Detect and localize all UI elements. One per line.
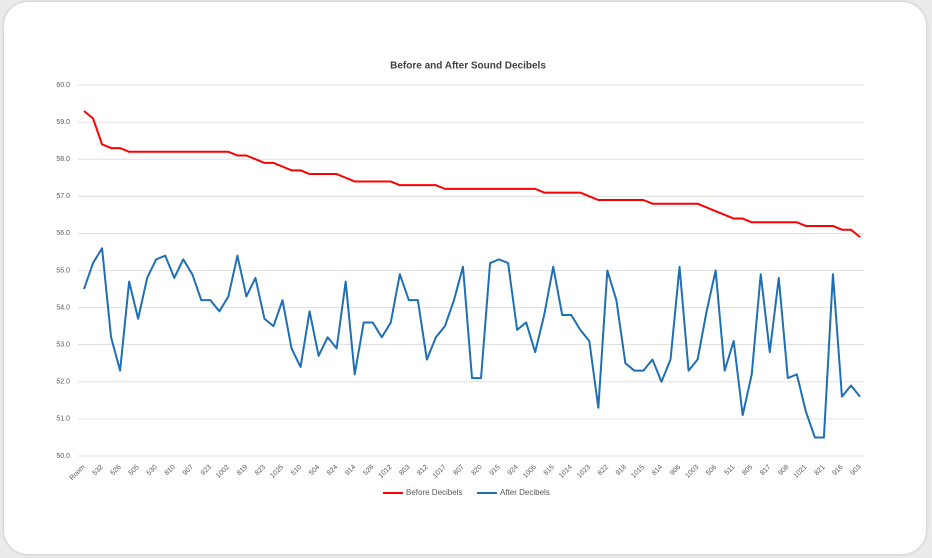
- x-tick-label: 822: [597, 464, 610, 477]
- x-tick-label: 815: [543, 464, 556, 477]
- y-tick-label: 51.0: [56, 416, 70, 423]
- x-tick-label: 923: [200, 464, 213, 477]
- x-tick-label: 821: [813, 464, 826, 477]
- x-tick-label: 908: [777, 464, 790, 477]
- x-tick-label: 906: [669, 464, 682, 477]
- x-tick-label: 918: [615, 464, 628, 477]
- x-tick-label: 1003: [684, 464, 700, 480]
- line-series: [83, 247, 861, 439]
- x-tick-label: 817: [759, 464, 772, 477]
- x-tick-label: 807: [452, 464, 465, 477]
- y-tick-label: 60.0: [56, 82, 70, 89]
- x-tick-label: 803: [398, 464, 411, 477]
- x-tick-label: 903: [850, 464, 863, 477]
- line-series: [83, 110, 861, 238]
- x-tick-label: 819: [236, 464, 249, 477]
- x-tick-label: 1015: [630, 464, 646, 480]
- x-tick-label: Room: [69, 464, 87, 482]
- x-tick-label: 1025: [269, 464, 285, 480]
- x-tick-label: 916: [831, 464, 844, 477]
- x-tick-label: 505: [128, 464, 141, 477]
- y-tick-label: 54.0: [56, 304, 70, 311]
- x-tick-label: 1023: [576, 464, 592, 480]
- y-tick-label: 58.0: [56, 156, 70, 163]
- x-tick-label: 530: [146, 464, 159, 477]
- x-tick-label: 1012: [378, 464, 394, 480]
- y-tick-label: 59.0: [56, 119, 70, 126]
- x-tick-label: 511: [724, 464, 737, 477]
- legend-label: After Decibels: [500, 488, 550, 497]
- x-tick-label: 814: [651, 464, 664, 477]
- y-tick-label: 56.0: [56, 230, 70, 237]
- x-tick-label: 532: [92, 464, 105, 477]
- chart-title: Before and After Sound Decibels: [390, 61, 546, 72]
- x-tick-label: 915: [489, 464, 502, 477]
- x-tick-label: 506: [705, 464, 718, 477]
- y-tick-label: 50.0: [56, 453, 70, 460]
- x-tick-label: 526: [110, 464, 123, 477]
- x-tick-label: 810: [164, 464, 177, 477]
- y-tick-label: 53.0: [56, 342, 70, 349]
- y-tick-label: 55.0: [56, 267, 70, 274]
- x-tick-label: 1006: [522, 464, 538, 480]
- x-tick-label: 805: [741, 464, 754, 477]
- y-tick-label: 52.0: [56, 379, 70, 386]
- x-tick-label: 914: [344, 464, 357, 477]
- x-tick-label: 528: [362, 464, 375, 477]
- x-tick-label: 812: [416, 464, 429, 477]
- y-tick-label: 57.0: [56, 193, 70, 200]
- legend-label: Before Decibels: [406, 488, 462, 497]
- x-tick-label: 1017: [432, 464, 448, 480]
- x-tick-label: 820: [471, 464, 484, 477]
- x-tick-label: 510: [290, 464, 303, 477]
- x-tick-label: 1014: [558, 464, 574, 480]
- x-tick-label: 907: [182, 464, 195, 477]
- x-tick-label: 924: [507, 464, 520, 477]
- card: [4, 2, 926, 554]
- x-tick-label: 823: [254, 464, 267, 477]
- x-tick-label: 1021: [793, 464, 809, 480]
- x-tick-label: 1002: [215, 464, 231, 480]
- x-tick-label: 824: [326, 464, 339, 477]
- x-tick-label: 504: [308, 464, 321, 477]
